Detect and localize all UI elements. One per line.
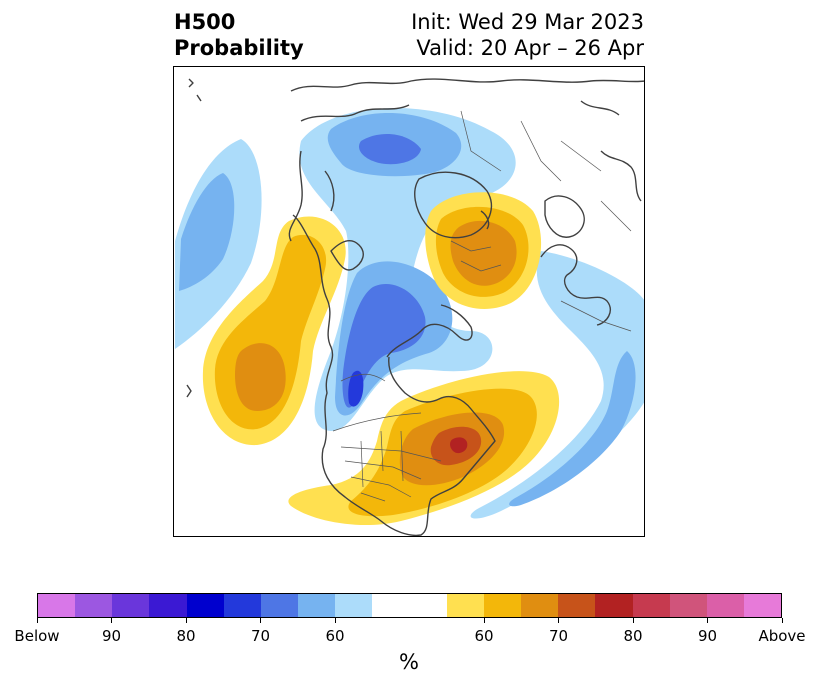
blue-region-atlantic-mid (509, 351, 636, 507)
colorbar-segment (706, 594, 744, 617)
colorbar-tick-label: 90 (101, 627, 122, 645)
colorbar-segment (186, 594, 224, 617)
colorbar-tick-mark (260, 618, 261, 623)
political-borders (332, 110, 632, 502)
blue-region-canada-dark (342, 283, 426, 408)
colorbar-tick-label: 90 (697, 627, 718, 645)
title-right: Init: Wed 29 Mar 2023 Valid: 20 Apr – 26… (411, 9, 644, 61)
colorbar-segment (446, 594, 484, 617)
colorbar-segment (38, 594, 76, 617)
colorbar-segment (669, 594, 707, 617)
blue-region-arctic-dark (359, 134, 421, 165)
colorbar-segment (149, 594, 187, 617)
colorbar-tick-label: 60 (325, 627, 345, 645)
colorbar-tick-mark (36, 618, 38, 623)
map-svg (175, 78, 644, 536)
blue-region-atlantic-light (470, 251, 644, 519)
blue-region-pacific-mid (179, 173, 235, 291)
colorbar-tick-mark (707, 618, 708, 623)
colorbar-segment (112, 594, 150, 617)
colorbar-segment (223, 594, 261, 617)
colorbar-segment (483, 594, 522, 617)
colorbar-tick-label: 80 (176, 627, 196, 645)
init-date: Init: Wed 29 Mar 2023 (411, 10, 644, 34)
colorbar-segment (298, 594, 336, 617)
blue-region-canada-deep (348, 370, 364, 407)
field-name: H500 (174, 10, 236, 34)
map-panel (173, 66, 645, 537)
colorbar-segment (595, 594, 633, 617)
colorbar-tick-mark (111, 618, 112, 623)
colorbar-tick-label: 80 (623, 627, 643, 645)
colorbar-tick-label: Below (14, 627, 60, 645)
title-left: H500 Probability (174, 9, 304, 61)
colorbar-tick-label: Above (758, 627, 806, 645)
colorbar-segment (409, 594, 447, 617)
colorbar-segment (372, 594, 410, 617)
colorbar-tick-mark (334, 618, 336, 623)
colorbar-segment (632, 594, 670, 617)
colorbar-tick-mark (185, 618, 187, 623)
colorbar-segment (521, 594, 559, 617)
colorbar-tick-mark (483, 618, 485, 623)
colorbar-tick-label: 70 (250, 627, 271, 645)
product-name: Probability (174, 36, 304, 60)
colorbar-tick-label: 60 (474, 627, 494, 645)
colorbar-segment (75, 594, 113, 617)
colorbar-segment (743, 594, 782, 617)
colorbar-tick-mark (558, 618, 559, 623)
coastlines (186, 78, 644, 536)
colorbar-segment (558, 594, 596, 617)
red-region-na (450, 437, 468, 454)
colorbar-tick-mark (781, 618, 783, 623)
colorbar-segment (260, 594, 299, 617)
colorbar-units: % (399, 650, 419, 674)
colorbar-segment (335, 594, 373, 617)
colorbar-tick-mark (632, 618, 634, 623)
colorbar (37, 593, 782, 618)
valid-range: Valid: 20 Apr – 26 Apr (416, 36, 644, 60)
orange-region-asia-dark (235, 343, 286, 411)
colorbar-tick-label: 70 (548, 627, 569, 645)
orange-region-siberia-dark (450, 220, 517, 286)
